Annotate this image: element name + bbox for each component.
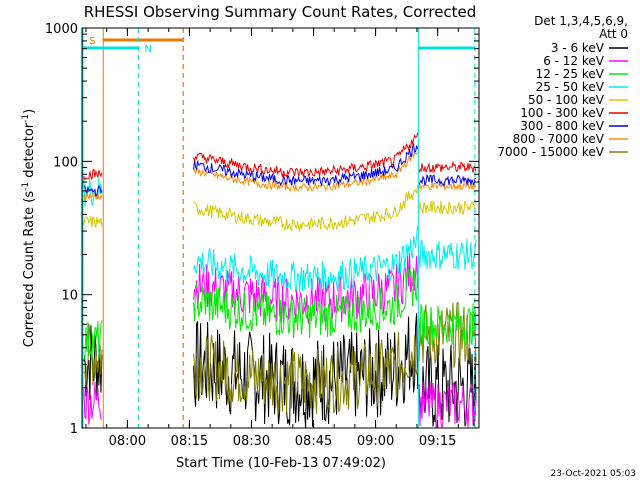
x-tick-label-4: 09:00 xyxy=(357,434,394,449)
y-axis-label-sup-2: -1 xyxy=(21,114,31,123)
series-2-segment-1 xyxy=(193,267,419,339)
y-axis-label-end: ) xyxy=(22,109,37,114)
legend-label-1: 6 - 12 keV xyxy=(543,54,605,68)
x-axis-label: Start Time (10-Feb-13 07:49:02) xyxy=(176,456,386,471)
series-1-segment-2 xyxy=(418,380,477,429)
y-tick-label-3: 1000 xyxy=(45,22,78,37)
series-6-segment-0 xyxy=(83,185,103,197)
legend-header-line-2: Att 0 xyxy=(599,27,628,41)
plot-frame xyxy=(81,27,480,429)
series-4-segment-2 xyxy=(418,200,477,216)
series-3-segment-2 xyxy=(418,238,477,270)
legend-label-8: 7000 - 15000 keV xyxy=(497,145,604,159)
y-tick-label-0: 1 xyxy=(70,422,78,437)
legend-label-3: 25 - 50 keV xyxy=(536,80,605,94)
x-tick-label-1: 08:15 xyxy=(171,434,208,449)
series-2-segment-0 xyxy=(83,320,103,362)
series-8-segment-1 xyxy=(193,332,419,414)
y-axis-label-sup-1: -1 xyxy=(21,182,31,191)
series-3-segment-1 xyxy=(193,226,419,293)
series-4-segment-1 xyxy=(193,185,419,233)
chart-title: RHESSI Observing Summary Count Rates, Co… xyxy=(84,3,477,21)
y-tick-label-2: 100 xyxy=(53,155,78,170)
y-axis-label: Corrected Count Rate (s-1 detector-1) xyxy=(21,109,37,347)
legend-label-4: 50 - 100 keV xyxy=(528,93,605,107)
series-0-segment-0 xyxy=(83,325,103,401)
legend-label-7: 800 - 7000 keV xyxy=(513,132,605,146)
legend-header-line-1: Det 1,3,4,5,6,9, xyxy=(534,14,628,28)
series-5-segment-2 xyxy=(418,160,477,174)
series-4-segment-0 xyxy=(83,216,103,228)
night-flag-label: N xyxy=(144,44,151,55)
legend-label-6: 300 - 800 keV xyxy=(520,119,604,133)
x-tick-label-5: 09:15 xyxy=(419,434,456,449)
series-6-segment-1 xyxy=(193,143,419,187)
x-tick-label-3: 08:45 xyxy=(295,434,332,449)
footer-timestamp: 23-Oct-2021 05:03 xyxy=(551,469,636,479)
series-1-segment-0 xyxy=(83,381,103,425)
y-axis-label-main: Corrected Count Rate (s xyxy=(22,191,37,348)
series-5-segment-1 xyxy=(193,132,419,179)
series-2-segment-2 xyxy=(418,303,477,346)
legend-label-2: 12 - 25 keV xyxy=(536,67,605,81)
y-tick-label-1: 10 xyxy=(61,289,78,304)
interval-layer: SN xyxy=(82,28,476,428)
legend-label-5: 100 - 300 keV xyxy=(520,106,604,120)
series-5-segment-0 xyxy=(83,168,103,181)
x-tick-label-0: 08:00 xyxy=(109,434,146,449)
series-6-segment-2 xyxy=(418,173,476,187)
series-3-segment-0 xyxy=(83,176,103,207)
legend-label-0: 3 - 6 keV xyxy=(551,41,605,55)
y-axis-label-mid: detector xyxy=(22,122,37,182)
series-7-segment-0 xyxy=(83,192,103,202)
x-tick-label-2: 08:30 xyxy=(233,434,270,449)
series-7-segment-2 xyxy=(418,181,476,192)
axis-layer: 08:00 08:15 08:30 08:45 09:00 09:15 1 10 100 1000 xyxy=(45,22,479,449)
saa-flag-label: S xyxy=(89,36,95,47)
series-layer xyxy=(83,132,477,429)
